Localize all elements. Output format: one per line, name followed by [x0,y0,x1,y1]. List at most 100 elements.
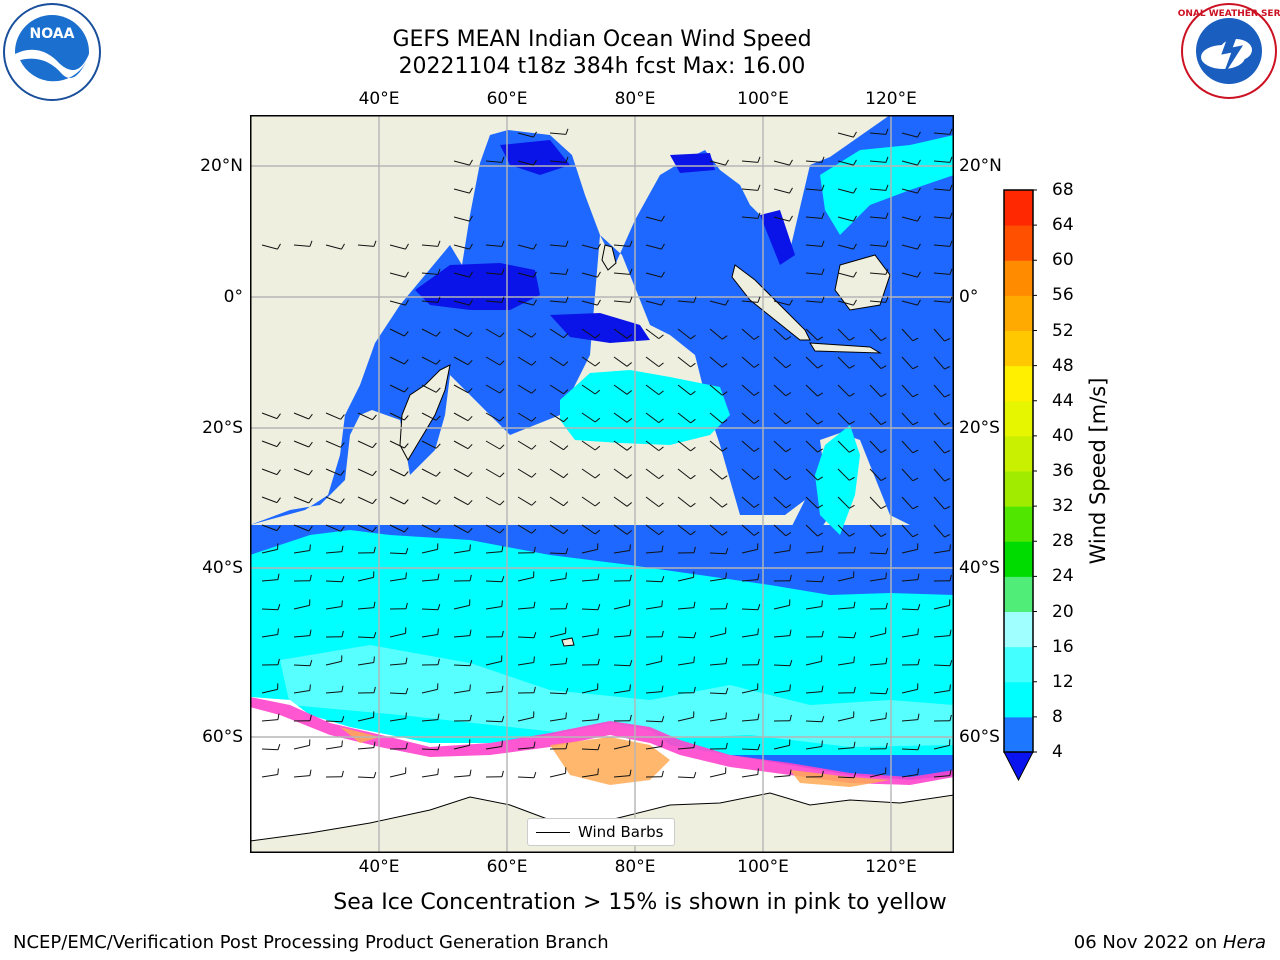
wind-barb-flag [276,441,281,447]
wind-barb-flag [885,128,889,135]
wind-barb [389,328,405,337]
wind-barb [517,636,535,639]
wind-barb-flag [789,629,792,636]
wind-barb [869,356,882,369]
wind-barb-flag [467,471,473,478]
wind-barb [869,412,882,425]
wind-barb-flag [949,659,953,666]
colorbar-segment [1004,611,1033,648]
wind-barb-flag [565,156,569,163]
wind-barb-flag [533,159,537,166]
colorbar-tick-label: 12 [1052,671,1074,692]
wind-barb-flag [277,743,281,750]
wind-barb-flag [690,334,696,340]
wind-barb-flag [469,544,471,551]
wind-barb-flag [885,687,889,694]
wind-barb [741,688,758,694]
wind-barb [709,468,723,480]
wind-barb [869,384,882,397]
wind-barb [325,580,343,583]
wind-barb [741,496,755,508]
wind-barb [741,719,758,722]
wind-barb [389,300,406,306]
wind-barb-flag [917,628,919,635]
wind-barb-flag [757,713,760,720]
wind-barb-flag [565,742,568,749]
wind-barb [933,300,950,303]
wind-barb-flag [849,420,855,425]
wind-barb [421,688,438,694]
wind-barb-flag [309,629,312,636]
wind-barb [421,440,437,449]
wind-barb-flag [821,575,825,582]
map-canvas [250,115,954,853]
wind-barb [709,718,726,722]
wind-barb-flag [533,601,536,608]
wind-barb [741,524,755,536]
wind-barb-flag [944,478,951,482]
wind-barb [773,384,787,397]
wind-barb-flag [437,713,440,720]
wind-barb-flag [949,296,953,303]
wind-barb [325,440,341,448]
wind-barb [805,272,822,275]
wind-barb-flag [690,530,696,536]
lat-tick-right: 0° [959,287,979,307]
wind-barb [517,524,532,534]
lon-tick-top: 40°E [358,89,400,109]
wind-barb [773,412,787,425]
wind-barb-flag [405,299,409,306]
wind-barb [421,748,439,751]
wind-barb-flag [821,212,825,219]
wind-barb-flag [501,630,504,637]
wind-barb [357,747,374,750]
wind-barb [517,440,532,450]
wind-barb-flag [949,574,952,581]
wind-barb-flag [757,156,761,163]
wind-barb-flag [373,546,376,553]
wind-barb-flag [501,575,505,582]
wind-barb-flag [789,215,793,222]
colorbar-tick-label: 32 [1052,496,1074,517]
wind-barb [805,580,823,583]
wind-barb-flag [626,334,633,339]
wind-barb [549,578,566,582]
wind-barb [421,468,437,477]
colorbar-tick-label: 24 [1052,566,1074,587]
wind-barb [837,356,850,369]
wind-barb-flag [885,602,888,609]
wind-barb [453,356,469,366]
wind-barb [901,688,918,694]
wind-barb-flag [753,503,760,508]
wind-barb [421,412,437,421]
wind-barb-flag [373,741,376,748]
wind-barb-flag [437,743,441,750]
wind-barb-flag [469,714,472,721]
wind-barb [453,468,469,478]
colorbar-extend-triangle [1003,751,1034,782]
wind-barb [805,300,822,303]
wind-barb [613,468,628,479]
map-subtitle: 20221104 t18z 384h fcst Max: 16.00 [398,54,806,79]
wind-barb-flag [629,659,633,666]
legend-label: Wind Barbs [578,823,664,841]
wind-barb [293,775,310,778]
wind-barb-flag [404,415,409,421]
wind-barb-flag [277,243,281,250]
wind-barb [357,440,373,449]
ocean-region [250,115,954,570]
sea-ice-thick [550,737,670,785]
wind-barb-flag [531,360,537,366]
wind-barb-flag [817,392,823,397]
wind-barb-flag [533,656,535,663]
wind-barb-flag [789,659,793,666]
wind-barb [357,524,373,533]
wind-patch-weak [760,210,795,265]
wind-barb-flag [629,629,632,636]
wind-barb-flag [849,448,855,453]
wind-barb-flag [277,603,281,610]
sea-ice-thick [790,770,890,787]
wind-barb [517,412,532,422]
wind-barb [773,328,787,341]
wind-barb [325,691,342,694]
